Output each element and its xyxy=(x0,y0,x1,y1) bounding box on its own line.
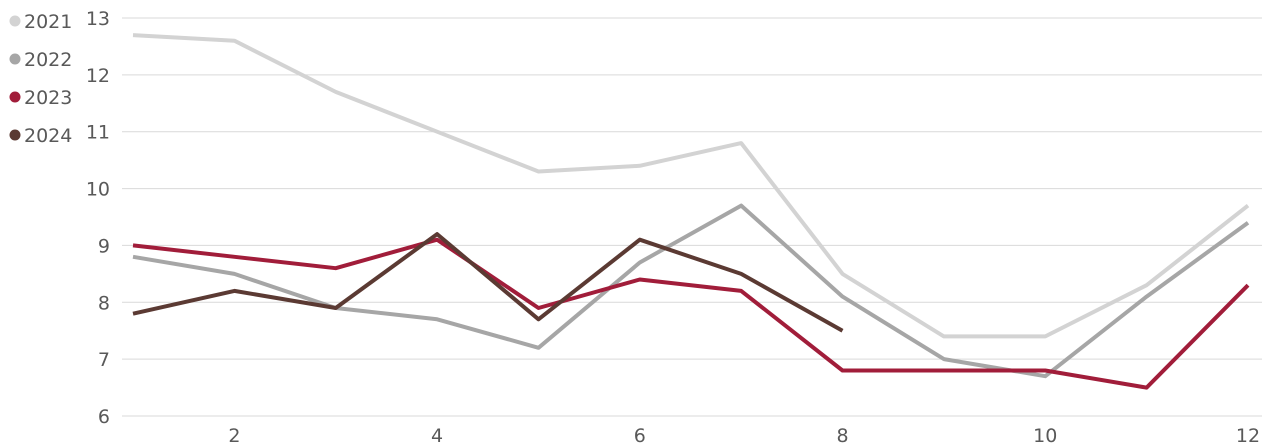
y-tick-label: 6 xyxy=(98,406,110,428)
y-tick-label: 10 xyxy=(86,179,110,201)
legend-marker-2021 xyxy=(9,15,21,27)
y-tick-label: 8 xyxy=(98,292,110,314)
legend-label-2024: 2024 xyxy=(24,125,72,147)
series-lines xyxy=(132,33,1250,390)
y-tick-label: 13 xyxy=(86,8,110,30)
x-tick-label: 2 xyxy=(228,425,240,447)
y-tick-label: 11 xyxy=(86,122,110,144)
x-tick-label: 8 xyxy=(836,425,848,447)
gridlines xyxy=(122,17,1262,417)
x-tick-label: 6 xyxy=(634,425,646,447)
x-tick-label: 10 xyxy=(1033,425,1057,447)
y-axis-ticks: 6 7 8 9 10 11 12 13 xyxy=(86,8,110,428)
legend-marker-2024 xyxy=(9,129,21,141)
x-tick-label: 12 xyxy=(1236,425,1260,447)
y-tick-label: 9 xyxy=(98,235,110,257)
x-tick-label: 4 xyxy=(431,425,443,447)
x-axis-ticks: 2 4 6 8 10 12 xyxy=(228,425,1260,447)
legend-marker-2023 xyxy=(9,91,21,103)
legend-label-2022: 2022 xyxy=(24,49,72,71)
legend: 2021 2022 2023 2024 xyxy=(9,11,72,147)
series-line-2024 xyxy=(132,232,844,333)
legend-label-2021: 2021 xyxy=(24,11,72,33)
legend-marker-2022 xyxy=(9,53,21,65)
series-line-2022 xyxy=(132,203,1250,379)
y-tick-label: 7 xyxy=(98,349,110,371)
series-line-2021 xyxy=(132,33,1250,339)
y-tick-label: 12 xyxy=(86,65,110,87)
series-line-2023 xyxy=(132,237,1250,390)
legend-label-2023: 2023 xyxy=(24,87,72,109)
